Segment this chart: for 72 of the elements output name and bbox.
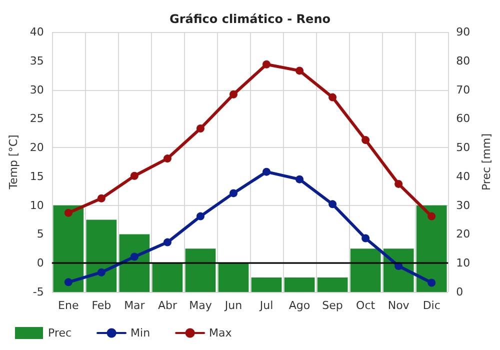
y-tick-label: 20	[30, 141, 44, 154]
x-tick-label: Oct	[356, 299, 376, 312]
y2-tick-label: 70	[456, 83, 470, 96]
bar	[284, 278, 315, 292]
bar	[317, 278, 348, 292]
bar	[86, 220, 117, 292]
point	[262, 168, 271, 176]
x-tick-label: Ago	[288, 299, 310, 312]
bar	[152, 263, 183, 292]
point	[262, 60, 271, 68]
point	[130, 252, 138, 261]
legend-label: Min	[130, 326, 150, 340]
point	[196, 124, 204, 132]
y-tick-label: 0	[36, 256, 44, 270]
y2-tick-label: 30	[456, 198, 470, 212]
y-tick-label: 25	[30, 112, 44, 126]
y-tick-label: 5	[36, 228, 44, 241]
x-tick-label: Ene	[58, 299, 79, 312]
point	[230, 90, 238, 98]
point	[296, 66, 304, 75]
point	[328, 93, 337, 102]
y-tick-label: 30	[30, 83, 44, 96]
chart-title: Gráfico climático - Reno	[170, 12, 330, 26]
x-tick-label: Nov	[388, 299, 410, 312]
y-tick-label: 10	[30, 198, 44, 212]
x-tick-label: Jun	[224, 299, 242, 312]
point	[362, 136, 370, 144]
point	[362, 234, 370, 242]
point	[97, 268, 106, 276]
point	[428, 278, 436, 287]
y2-tick-label: 0	[456, 286, 464, 298]
x-tick-label: May	[189, 299, 212, 312]
bar	[416, 205, 447, 292]
legend-label: Prec	[48, 326, 72, 340]
bar	[350, 248, 381, 292]
legend-label: Max	[209, 326, 232, 340]
point	[97, 194, 106, 202]
point	[394, 180, 403, 188]
x-tick-label: Dic	[422, 299, 440, 312]
bar	[251, 278, 282, 292]
y2-tick-label: 60	[456, 112, 470, 126]
point	[130, 172, 138, 180]
point	[196, 212, 204, 220]
bar	[218, 263, 249, 292]
y-axis-title: Temp [°C]	[7, 134, 20, 190]
point	[163, 154, 172, 163]
point	[64, 278, 72, 286]
y2-tick-label: 10	[456, 256, 470, 270]
point	[328, 200, 337, 208]
x-tick-label: Mar	[124, 299, 146, 312]
y-tick-label: 35	[30, 54, 44, 68]
x-tick-label: Jul	[258, 299, 274, 312]
y2-tick-label: 40	[456, 170, 470, 183]
x-tick-label: Abr	[158, 299, 178, 312]
bar	[119, 234, 150, 292]
y2-tick-label: 90	[456, 26, 470, 38]
y2-tick-label: 20	[456, 228, 470, 241]
y-tick-label: 40	[30, 26, 44, 38]
y2-axis-title: Prec [mm]	[480, 133, 493, 191]
point	[230, 189, 238, 198]
y-tick-label: 15	[30, 170, 44, 183]
bar	[53, 205, 84, 292]
point	[64, 208, 72, 217]
bar	[185, 248, 216, 292]
x-tick-label: Feb	[92, 299, 112, 312]
x-tick-label: Sep	[322, 299, 343, 312]
point	[296, 175, 304, 184]
y2-tick-label: 50	[456, 141, 470, 154]
point	[428, 212, 436, 220]
y-tick-label: -5	[32, 286, 44, 298]
point	[163, 238, 172, 246]
y2-tick-label: 80	[456, 54, 470, 68]
